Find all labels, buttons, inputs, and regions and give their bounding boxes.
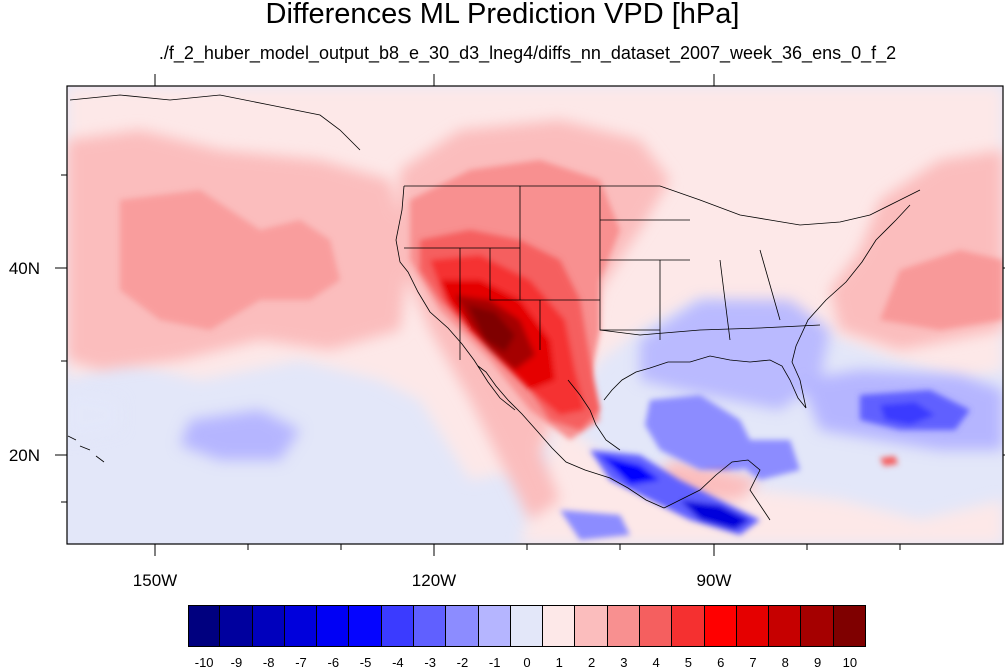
- colorbar-swatch: [317, 605, 350, 647]
- colorbar-tick-label: 2: [587, 655, 596, 670]
- colorbar-tick-label: -7: [295, 655, 307, 670]
- negative-medium-region: [560, 390, 970, 540]
- colorbar-swatch: [833, 605, 866, 647]
- colorbar-tick-label: 7: [749, 655, 757, 670]
- colorbar-tick-label: -5: [359, 655, 372, 670]
- colorbar-tick-label: 8: [781, 655, 789, 670]
- colorbar-tick-label: -6: [327, 655, 340, 670]
- colorbar-tick-label: 5: [684, 655, 693, 670]
- colorbar-swatch: [704, 605, 737, 647]
- coastlines: [67, 94, 921, 521]
- colorbar-swatch: [769, 605, 802, 647]
- colorbar-swatch: [510, 605, 544, 647]
- colorbar-tick-label: 9: [813, 655, 822, 670]
- colorbar-swatch: [220, 605, 253, 647]
- colorbar-tick-label: 10: [842, 655, 858, 670]
- colorbar-swatch: [349, 605, 382, 647]
- colorbar-tick-label: 4: [652, 655, 660, 670]
- colorbar-tick-label: -8: [262, 655, 275, 670]
- colorbar-tick-label: 3: [620, 655, 628, 670]
- colorbar-swatch: [672, 605, 705, 647]
- axis-ticks: [55, 74, 1005, 556]
- colorbar-swatch: [446, 605, 479, 647]
- vpd-difference-map: [55, 74, 1005, 556]
- colorbar-tick-label: 6: [717, 655, 725, 670]
- colorbar-swatch: [639, 605, 673, 647]
- colorbar-tick-label: 0: [523, 655, 531, 670]
- colorbar-tick-label: -9: [230, 655, 243, 670]
- colorbar-swatch: [801, 605, 834, 647]
- colorbar-tick-label: -3: [424, 655, 436, 670]
- colorbar-tick-label: 1: [555, 655, 563, 670]
- lon-label-90w: 90W: [696, 571, 732, 590]
- colorbar-swatch: [607, 605, 640, 647]
- lon-label-120w: 120W: [411, 571, 457, 590]
- map-frame: [66, 85, 1004, 545]
- colorbar-swatch: [575, 605, 608, 647]
- colorbar-swatch: [188, 605, 221, 647]
- colorbar-swatch: [736, 605, 770, 647]
- colorbar-tick-label: -10: [194, 655, 214, 670]
- contour-field: [67, 86, 1003, 544]
- positive-strong-region: [420, 230, 898, 468]
- lat-label-20n: 20N: [8, 446, 40, 465]
- colorbar-swatch: [413, 605, 447, 647]
- colorbar-swatch: [252, 605, 285, 647]
- colorbar-swatch: [284, 605, 318, 647]
- colorbar: [188, 605, 866, 647]
- colorbar-tick-label: -2: [456, 655, 469, 670]
- colorbar-swatch: [381, 605, 414, 647]
- lat-label-40n: 40N: [8, 259, 40, 278]
- map-title: Differences ML Prediction VPD [hPa]: [265, 0, 740, 30]
- colorbar-swatch: [478, 605, 511, 647]
- colorbar-swatch: [543, 605, 576, 647]
- colorbar-tick-label: -4: [392, 655, 404, 670]
- map-subtitle: ./f_2_huber_model_output_b8_e_30_d3_lneg…: [158, 43, 897, 63]
- colorbar-tick-label: -1: [488, 655, 501, 670]
- lon-label-150w: 150W: [132, 571, 178, 590]
